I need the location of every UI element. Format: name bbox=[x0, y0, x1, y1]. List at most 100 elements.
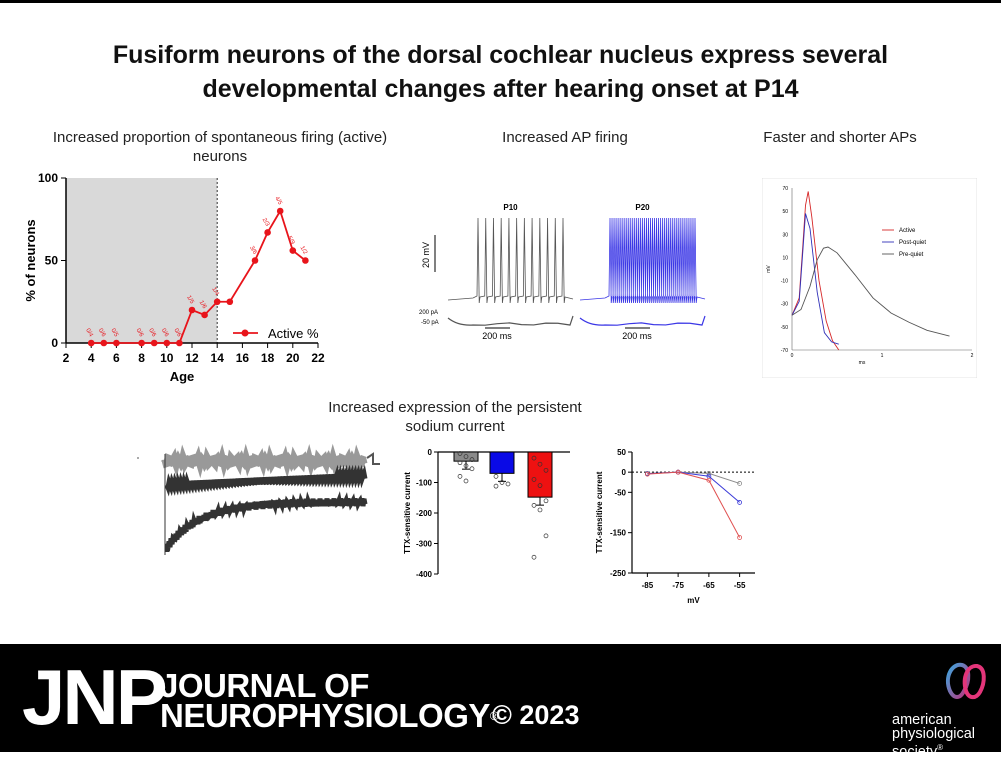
title-line-1: Fusiform neurons of the dorsal cochlear … bbox=[112, 41, 889, 69]
y-tick-label: -70 bbox=[781, 348, 788, 354]
x-axis-label: ms bbox=[859, 360, 866, 366]
trace-mid bbox=[164, 464, 368, 497]
active-data-point bbox=[213, 298, 221, 306]
data-label: 0/6 bbox=[147, 328, 157, 339]
x-tick-label: 16 bbox=[236, 351, 250, 365]
iv-data-point bbox=[737, 535, 743, 540]
y-tick-label: 50 bbox=[782, 209, 788, 215]
spike-train-trace bbox=[447, 217, 574, 304]
active-data-point bbox=[100, 339, 108, 347]
y-tick-label: -250 bbox=[610, 569, 627, 578]
ap-firing-section-title: Increased AP firing bbox=[502, 129, 628, 146]
data-label: 0/6 bbox=[97, 328, 107, 339]
aps-name-line-1: american bbox=[892, 712, 952, 728]
iv-data-point bbox=[737, 481, 743, 486]
persistent-current-traces bbox=[137, 443, 380, 555]
active-data-point bbox=[251, 257, 259, 264]
x-tick-label: 12 bbox=[185, 351, 199, 365]
ap-firing-traces: 20 mV 200 pA -50 pA P10 200 ms P20 200 ms bbox=[419, 203, 706, 341]
time-scale-label: 200 ms bbox=[622, 331, 652, 341]
iv-data-point bbox=[644, 471, 650, 477]
iv-data-point bbox=[706, 477, 712, 483]
persistent-current-section-title: Increased expression of the persistent s… bbox=[300, 398, 610, 436]
data-point bbox=[457, 451, 463, 456]
x-tick-label: 4 bbox=[88, 351, 95, 365]
aps-name-line-3: society® bbox=[892, 741, 975, 759]
spike-train-trace bbox=[579, 217, 706, 304]
active-data-point bbox=[289, 247, 297, 254]
persistent-title-line-2: sodium current bbox=[405, 418, 505, 435]
copyright-notice: © 2023 bbox=[492, 700, 580, 730]
active-data-point bbox=[138, 339, 145, 347]
current-label-200: 200 pA bbox=[419, 310, 438, 316]
data-label: 1/6 bbox=[198, 300, 208, 311]
hyperpolarizing-trace bbox=[447, 315, 574, 326]
active-data-point bbox=[276, 207, 284, 215]
data-point bbox=[463, 463, 469, 469]
y-tick-label: 70 bbox=[782, 186, 788, 192]
legend-label: Pre-quiet bbox=[899, 252, 924, 258]
data-label: 1/2 bbox=[298, 245, 308, 256]
data-point bbox=[531, 477, 537, 482]
data-point bbox=[463, 478, 469, 484]
legend-marker bbox=[241, 329, 249, 337]
data-point bbox=[457, 474, 463, 479]
journal-name-line-2: NEUROPHYSIOLOGY® bbox=[160, 699, 499, 732]
data-label: 0/6 bbox=[160, 328, 170, 339]
y-axis-label: TTX-sensitive current bbox=[595, 471, 604, 553]
journal-name: JOURNAL OF NEUROPHYSIOLOGY® bbox=[160, 667, 499, 732]
pre-hearing-shaded-region bbox=[66, 178, 218, 343]
y-tick-label: 50 bbox=[45, 254, 59, 268]
registered-mark: ® bbox=[489, 709, 499, 723]
data-label: 0/6 bbox=[135, 328, 145, 339]
y-tick-label: -300 bbox=[416, 540, 433, 549]
aps-logo-icon bbox=[945, 662, 986, 700]
ttx-current-bar-chart: 0 -100 -200 -300 -400 TTX-sensitive current bbox=[403, 448, 570, 579]
iv-data-point bbox=[706, 470, 712, 476]
proportion-section-title: Increased proportion of spontaneous firi… bbox=[20, 128, 420, 166]
y-tick-label: -150 bbox=[610, 529, 627, 538]
data-point bbox=[543, 533, 549, 539]
y-tick-label: -10 bbox=[781, 279, 788, 285]
legend-label: Active % bbox=[268, 326, 319, 341]
y-tick-label: 30 bbox=[782, 232, 788, 238]
x-tick-label: 2 bbox=[971, 353, 974, 359]
x-tick-label: -55 bbox=[734, 581, 746, 590]
data-label: 3/6 bbox=[248, 245, 258, 256]
y-tick-label: 100 bbox=[38, 171, 58, 185]
panel-label: P10 bbox=[503, 203, 518, 212]
x-tick-label: 18 bbox=[261, 351, 275, 365]
ap-waveform-pre-quiet bbox=[791, 246, 950, 337]
y-tick-label: 10 bbox=[782, 255, 788, 261]
active-data-point bbox=[113, 339, 120, 347]
y-tick-label: 0 bbox=[51, 336, 58, 350]
x-axis-label: mV bbox=[687, 596, 700, 605]
bar bbox=[527, 451, 553, 498]
x-tick-label: 1 bbox=[881, 353, 884, 359]
data-label: 5/9 bbox=[286, 235, 296, 246]
x-tick-label: -85 bbox=[642, 581, 654, 590]
x-tick-label: 8 bbox=[138, 351, 145, 365]
data-point bbox=[531, 554, 537, 560]
top-border bbox=[0, 0, 1001, 3]
data-point bbox=[505, 481, 511, 487]
x-axis-label: Age bbox=[170, 369, 195, 384]
x-tick-label: 0 bbox=[791, 353, 794, 359]
x-tick-label: -65 bbox=[703, 581, 715, 590]
journal-name-line-1: JOURNAL OF bbox=[160, 667, 369, 704]
active-data-point bbox=[163, 339, 171, 347]
y-tick-label: -100 bbox=[416, 479, 433, 488]
proportion-title-line-1: Increased proportion of spontaneous firi… bbox=[52, 129, 388, 146]
data-point bbox=[499, 480, 505, 485]
journal-name-line-2-text: NEUROPHYSIOLOGY bbox=[160, 697, 490, 734]
data-point bbox=[537, 483, 543, 488]
data-point bbox=[469, 466, 475, 472]
time-scale-label: 200 ms bbox=[482, 331, 512, 341]
legend-label: Post-quiet bbox=[899, 240, 926, 246]
journal-footer: JNP JOURNAL OF NEUROPHYSIOLOGY® © 2023 a… bbox=[0, 644, 1001, 759]
trace-deep bbox=[164, 491, 368, 552]
trace-control bbox=[161, 443, 368, 479]
data-point bbox=[493, 483, 499, 489]
iv-data-point bbox=[675, 469, 681, 475]
data-point bbox=[463, 454, 469, 459]
